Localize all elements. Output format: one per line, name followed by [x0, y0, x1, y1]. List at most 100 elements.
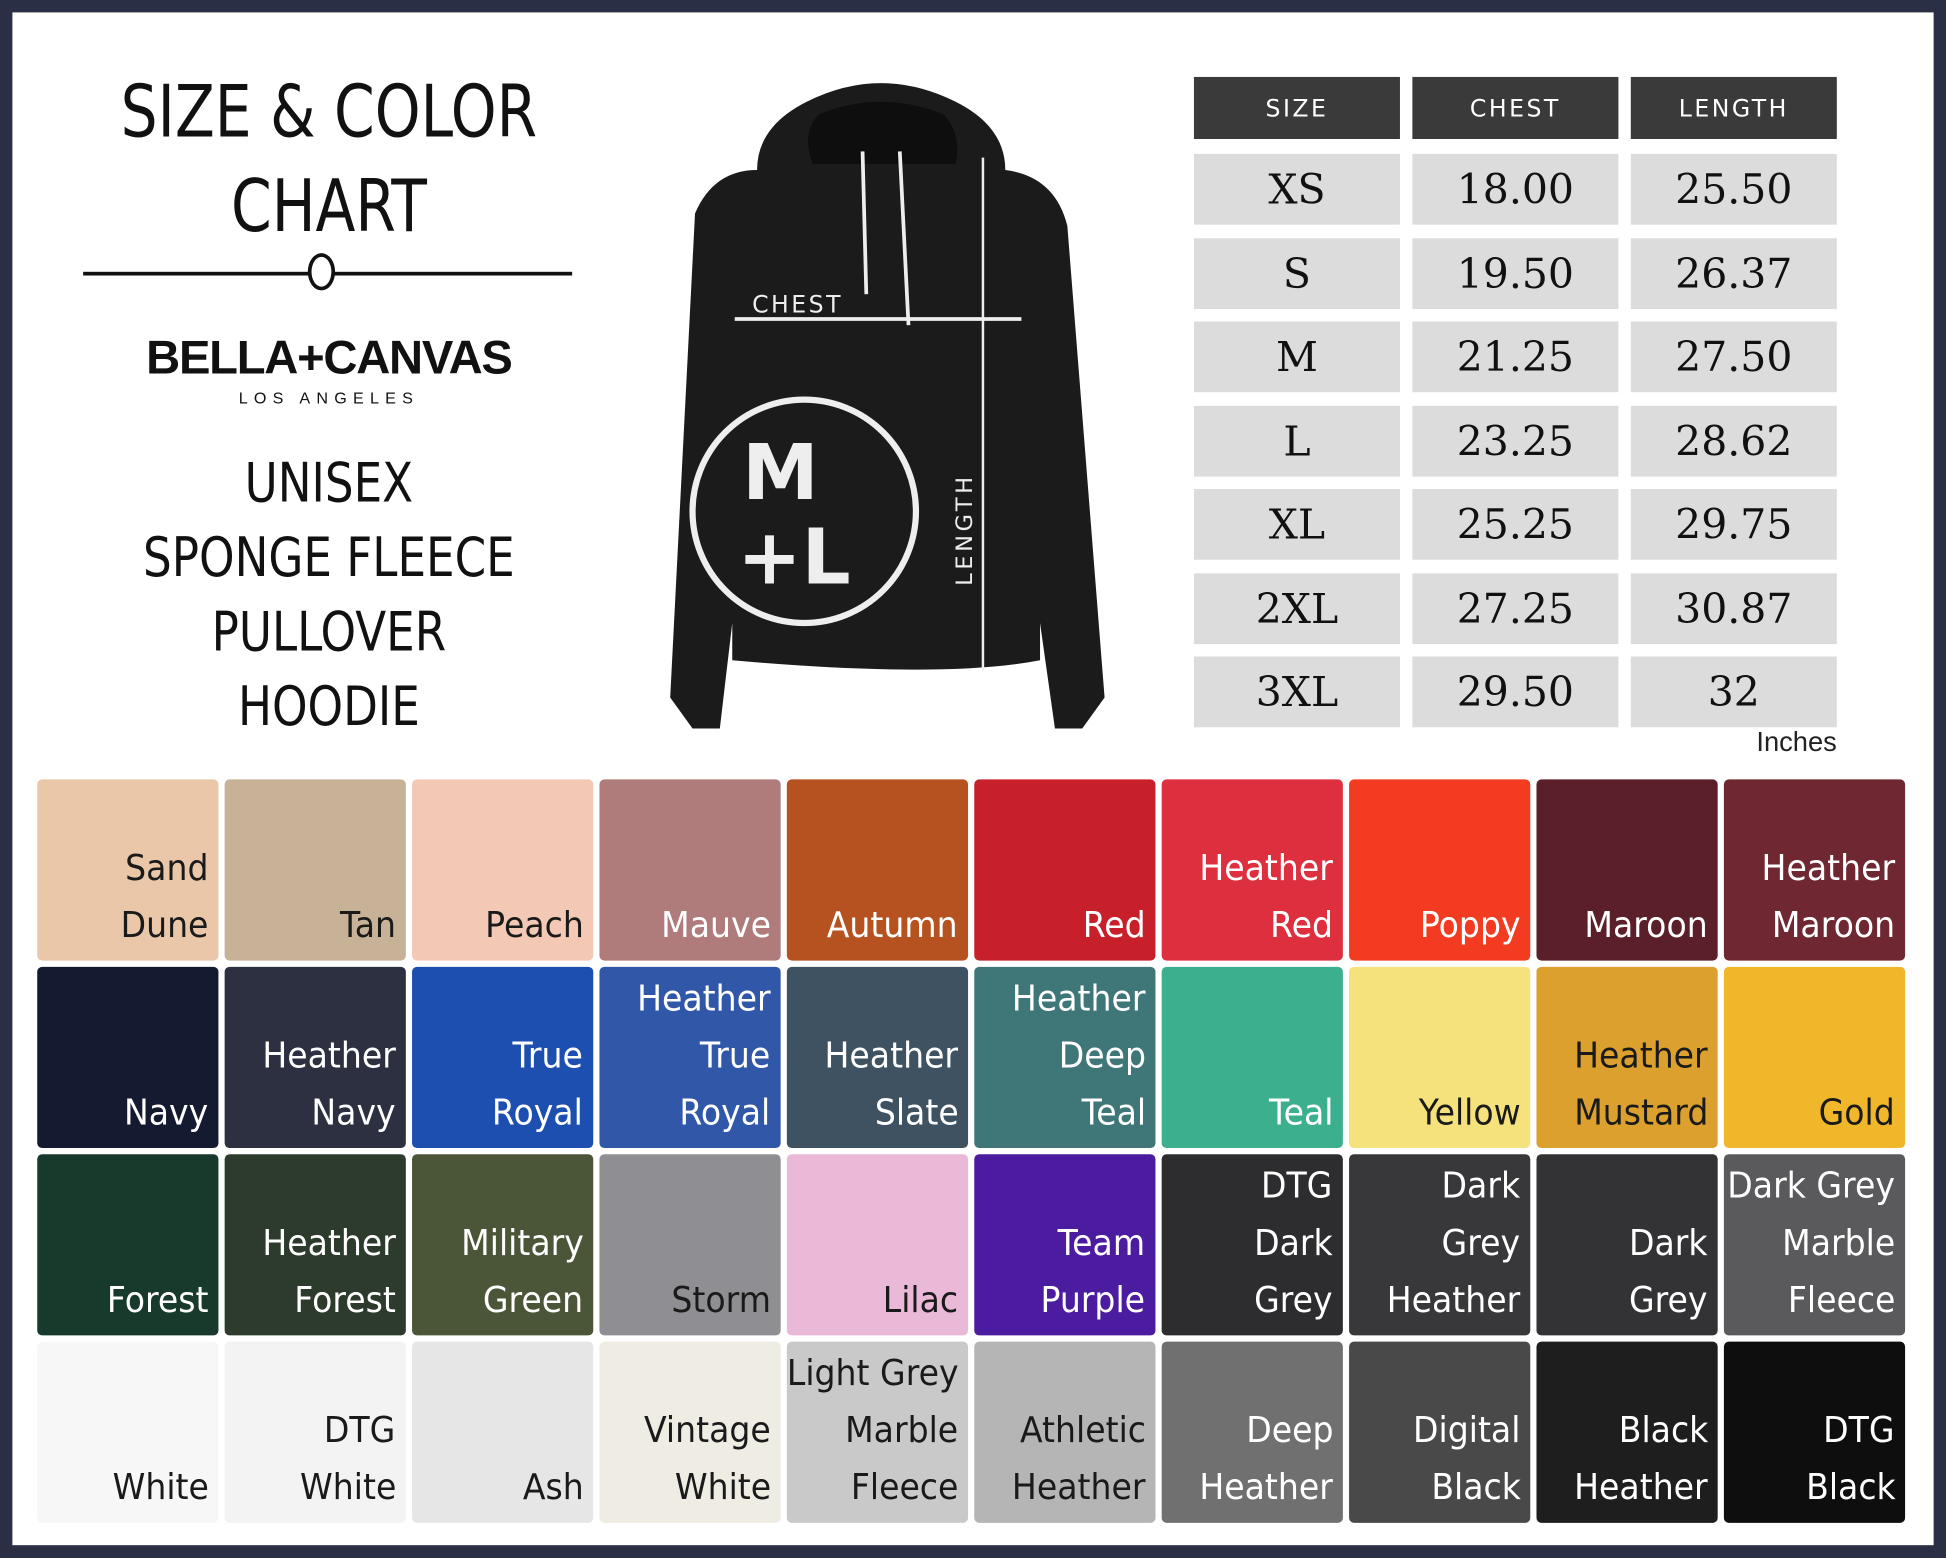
table-cell: 29.50 [1412, 656, 1619, 728]
color-swatch: Yellow [1349, 966, 1531, 1149]
color-swatch: Heather Deep Teal [974, 966, 1156, 1149]
ml-badge-m: M [742, 429, 819, 518]
color-swatch: Peach [412, 779, 594, 961]
color-swatch: Ash [412, 1341, 594, 1523]
color-name: Royal [679, 1090, 771, 1134]
length-label: LENGTH [952, 473, 978, 586]
color-name: Maroon [1584, 903, 1708, 946]
color-swatch: Heather Maroon [1723, 779, 1906, 961]
hood-opening [807, 101, 958, 164]
table-cell: 2XL [1193, 572, 1400, 644]
product-line: SPONGE FLEECE [143, 526, 515, 590]
chart-title: SIZE & COLOR CHART [78, 65, 581, 254]
product-line: UNISEX [244, 451, 414, 516]
color-swatch: Heather Slate [786, 966, 969, 1149]
table-cell: 18.00 [1412, 153, 1619, 225]
color-name: DTG [1823, 1408, 1896, 1451]
color-name: Heather [1199, 846, 1333, 889]
color-name: Royal [492, 1090, 584, 1134]
color-swatch: Gold [1723, 966, 1906, 1149]
color-name: Grey [1441, 1221, 1521, 1264]
table-cell: 27.25 [1412, 572, 1619, 644]
color-swatch: DTG White [224, 1341, 406, 1523]
color-name: DTG [1261, 1164, 1333, 1207]
unit-label: Inches [1756, 726, 1837, 758]
color-swatch: Heather Mustard [1536, 966, 1718, 1149]
table-cell: XL [1193, 488, 1400, 560]
table-cell: 25.25 [1412, 488, 1619, 560]
brand-logo: BELLA+CANVAS [146, 332, 513, 385]
hoodie-body [670, 83, 1105, 729]
color-swatch: True Royal [412, 966, 594, 1149]
column-header-chest: CHEST [1412, 76, 1619, 140]
color-swatch: Heather True Royal [599, 966, 781, 1149]
color-name: Peach [484, 903, 584, 946]
color-name: Heather [1012, 1465, 1146, 1508]
color-swatch: Heather Navy [224, 966, 406, 1149]
color-name: Lilac [882, 1278, 959, 1321]
color-name: Heather [1386, 1278, 1521, 1321]
color-name: Vintage [643, 1408, 771, 1451]
color-name: Heather [1574, 1033, 1708, 1077]
color-name: Forest [294, 1278, 396, 1321]
hoodie-image: CHEST LENGTH M +L [670, 83, 1105, 729]
color-name: Heather [1012, 976, 1146, 1019]
color-swatch: Black Heather [1536, 1341, 1718, 1523]
color-name: Digital [1412, 1408, 1521, 1451]
ml-badge-circle [689, 396, 920, 627]
color-name: Tan [339, 903, 396, 946]
color-name: White [299, 1465, 396, 1508]
color-swatch: Vintage White [599, 1341, 781, 1523]
color-name: Black [1805, 1465, 1896, 1508]
product-line: PULLOVER [211, 600, 447, 664]
color-name: Maroon [1771, 903, 1896, 946]
color-name: Deep [1245, 1408, 1333, 1451]
table-cell: XS [1193, 153, 1400, 225]
color-name: Fleece [1787, 1278, 1896, 1321]
color-name: Heather [637, 976, 771, 1019]
color-name: Mauve [660, 903, 771, 946]
table-cell: 23.25 [1412, 405, 1619, 476]
color-name: Marble [1782, 1221, 1896, 1264]
color-name: Dark [1441, 1164, 1521, 1207]
color-swatch: Heather Red [1161, 779, 1343, 961]
table-cell: M [1193, 321, 1400, 393]
color-swatch: Mauve [599, 779, 781, 961]
color-name: Gold [1819, 1090, 1896, 1134]
ml-badge-l: +L [737, 513, 851, 602]
color-swatch: Sand Dune [37, 779, 219, 961]
table-cell: 25.50 [1630, 153, 1837, 225]
table-cell: 26.37 [1630, 237, 1837, 309]
color-name: Sand [125, 846, 209, 889]
color-name: Heather [1761, 846, 1896, 889]
color-name: Grey [1254, 1278, 1333, 1321]
color-swatch: Tan [224, 779, 406, 961]
chest-label: CHEST [752, 291, 843, 319]
column-header-length: LENGTH [1630, 76, 1837, 140]
table-cell: 30.87 [1630, 572, 1837, 644]
table-cell: 28.62 [1630, 405, 1837, 476]
table-cell: 21.25 [1412, 321, 1619, 393]
color-name: Dark [1629, 1221, 1708, 1264]
color-swatch: Team Purple [974, 1154, 1156, 1336]
table-cell: L [1193, 405, 1400, 476]
color-name: Fleece [850, 1465, 959, 1508]
color-name: Heather [1199, 1465, 1333, 1508]
color-swatch: Athletic Heather [974, 1341, 1156, 1523]
color-name: White [112, 1465, 209, 1508]
drawstring [860, 151, 911, 326]
color-name: White [674, 1465, 771, 1508]
color-swatch: Heather Forest [224, 1154, 406, 1336]
table-cell: 32 [1630, 656, 1837, 728]
color-swatch: Deep Heather [1161, 1341, 1343, 1523]
color-name: Forest [106, 1278, 209, 1321]
color-name: DTG [324, 1408, 396, 1451]
color-swatch: Maroon [1536, 779, 1718, 961]
color-name: Heather [262, 1221, 396, 1264]
color-swatch: White [37, 1341, 219, 1523]
color-name: Light Grey [786, 1351, 959, 1394]
color-name: Black [1430, 1465, 1521, 1508]
color-name: Navy [124, 1090, 209, 1134]
color-name: Deep [1058, 1033, 1146, 1077]
